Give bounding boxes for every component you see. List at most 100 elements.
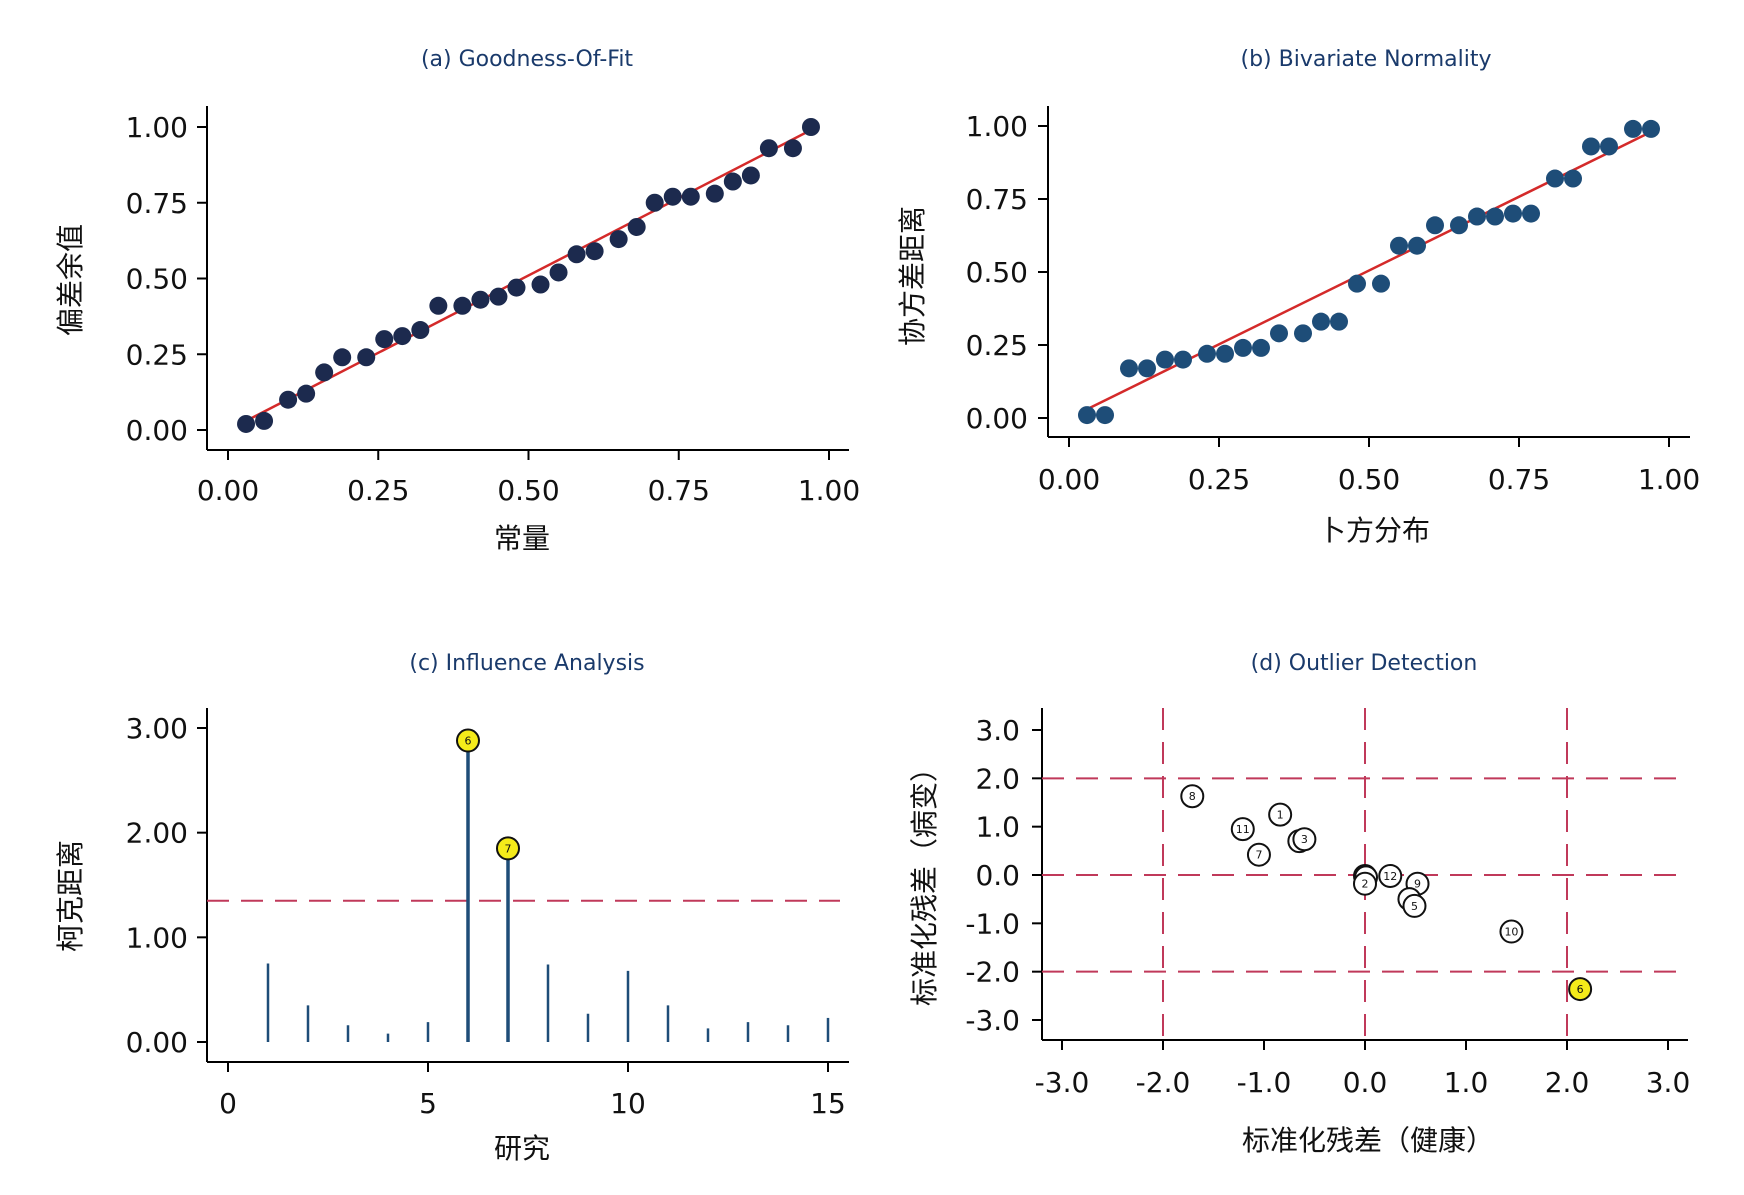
data-point bbox=[1348, 274, 1366, 293]
data-point bbox=[471, 290, 490, 309]
data-point bbox=[645, 193, 664, 212]
study-marker bbox=[1180, 784, 1205, 809]
data-point bbox=[723, 172, 742, 191]
panel-title: (b) Bivariate Normality bbox=[1241, 47, 1492, 72]
data-point bbox=[489, 287, 508, 306]
data-point bbox=[1546, 169, 1564, 188]
y-tick-label: 0.00 bbox=[966, 402, 1028, 435]
y-tick-label: 0.25 bbox=[966, 329, 1028, 362]
y-axis-label: 协方差距离 bbox=[896, 206, 929, 346]
y-tick-label: -2.0 bbox=[965, 956, 1020, 989]
data-point bbox=[1270, 324, 1288, 343]
data-point bbox=[585, 242, 604, 261]
data-point bbox=[1120, 359, 1138, 378]
study-label: 6 bbox=[1577, 983, 1584, 996]
data-point bbox=[375, 330, 394, 349]
study-label: 11 bbox=[1236, 823, 1250, 836]
data-point bbox=[1096, 406, 1114, 425]
x-tick-label: 0.75 bbox=[1488, 463, 1550, 496]
y-tick-label: 0.00 bbox=[126, 1026, 188, 1059]
x-tick-label: 1.00 bbox=[1638, 463, 1700, 496]
study-label: 8 bbox=[1189, 790, 1196, 803]
data-point bbox=[1174, 350, 1192, 369]
study-label: 7 bbox=[1255, 849, 1262, 862]
y-axis-label: 偏差余值 bbox=[54, 224, 87, 336]
data-point bbox=[507, 278, 526, 297]
x-tick-label: 0.00 bbox=[197, 474, 259, 507]
data-point bbox=[237, 414, 256, 433]
x-axis-label: 标准化残差（健康） bbox=[1242, 1124, 1494, 1157]
data-point bbox=[549, 263, 568, 282]
y-tick-label: -3.0 bbox=[965, 1004, 1020, 1037]
data-point bbox=[1624, 119, 1642, 138]
x-tick-label: 10 bbox=[610, 1087, 646, 1120]
panel-bivariate-normality: (b) Bivariate Normality 卜方分布 协方差距离 0.00 0… bbox=[896, 47, 1700, 547]
data-point bbox=[1216, 344, 1234, 363]
panel-title: (d) Outlier Detection bbox=[1251, 651, 1478, 676]
data-point bbox=[1564, 169, 1582, 188]
data-point bbox=[1156, 350, 1174, 369]
data-point bbox=[1504, 204, 1522, 223]
highlight-marker bbox=[456, 728, 480, 753]
data-point bbox=[627, 217, 646, 236]
x-tick-label: 1.00 bbox=[798, 474, 860, 507]
study-label: 9 bbox=[1414, 878, 1421, 891]
study-marker bbox=[1499, 919, 1524, 944]
data-point bbox=[315, 363, 334, 382]
panel-title: (c) Influence Analysis bbox=[409, 651, 644, 676]
y-tick-label: -1.0 bbox=[965, 907, 1020, 940]
x-tick-label: 0.75 bbox=[648, 474, 710, 507]
x-axis-label: 常量 bbox=[494, 522, 550, 555]
x-tick-label: 0.00 bbox=[1038, 463, 1100, 496]
x-tick-label: 2.0 bbox=[1545, 1066, 1590, 1099]
data-point bbox=[429, 296, 448, 315]
y-tick-label: 3.0 bbox=[975, 714, 1020, 747]
y-tick-label: 1.00 bbox=[966, 110, 1028, 143]
data-point bbox=[531, 275, 550, 294]
y-axis-label: 柯克距离 bbox=[54, 840, 87, 952]
x-axis-label: 研究 bbox=[494, 1132, 550, 1165]
data-point bbox=[333, 348, 352, 367]
data-point bbox=[801, 118, 820, 136]
x-axis-label: 卜方分布 bbox=[1318, 514, 1430, 547]
data-point bbox=[1426, 216, 1444, 235]
x-tick-label: 1.0 bbox=[1444, 1066, 1489, 1099]
y-tick-label: 0.25 bbox=[126, 338, 188, 371]
data-point bbox=[411, 321, 430, 340]
data-point bbox=[1390, 236, 1408, 255]
x-tick-label: 5 bbox=[419, 1087, 437, 1120]
x-tick-label: -3.0 bbox=[1035, 1066, 1090, 1099]
study-marker bbox=[1246, 842, 1271, 867]
data-point bbox=[567, 245, 586, 264]
x-tick-label: -1.0 bbox=[1237, 1066, 1292, 1099]
y-tick-label: 2.0 bbox=[975, 762, 1020, 795]
data-point bbox=[297, 384, 316, 403]
data-point bbox=[1522, 204, 1540, 223]
study-marker bbox=[1568, 977, 1593, 1002]
data-point bbox=[1372, 274, 1390, 293]
data-point bbox=[1312, 312, 1330, 331]
data-point bbox=[1486, 207, 1504, 226]
data-point bbox=[1252, 338, 1270, 357]
study-label: 3 bbox=[1301, 833, 1308, 846]
y-axis-label: 标准化残差（病变） bbox=[908, 754, 941, 1006]
data-point bbox=[783, 139, 802, 158]
data-point bbox=[255, 411, 274, 430]
y-tick-label: 1.0 bbox=[975, 811, 1020, 844]
y-tick-label: 0.50 bbox=[966, 256, 1028, 289]
data-point bbox=[681, 187, 700, 206]
panel-goodness-of-fit: (a) Goodness-Of-Fit 常量 偏差余值 0.00 0.25 0.50… bbox=[54, 47, 860, 555]
x-tick-label: 0.0 bbox=[1343, 1066, 1388, 1099]
x-tick-label: 0.50 bbox=[1338, 463, 1400, 496]
data-point bbox=[1294, 324, 1312, 343]
study-marker bbox=[1402, 893, 1427, 918]
data-point bbox=[705, 184, 724, 203]
panel-title: (a) Goodness-Of-Fit bbox=[421, 47, 633, 72]
data-point bbox=[1642, 119, 1660, 138]
x-tick-label: 0.50 bbox=[497, 474, 559, 507]
y-tick-label: 3.00 bbox=[126, 712, 188, 745]
study-marker bbox=[1230, 817, 1255, 842]
data-point bbox=[1582, 137, 1600, 156]
data-point bbox=[279, 390, 298, 409]
